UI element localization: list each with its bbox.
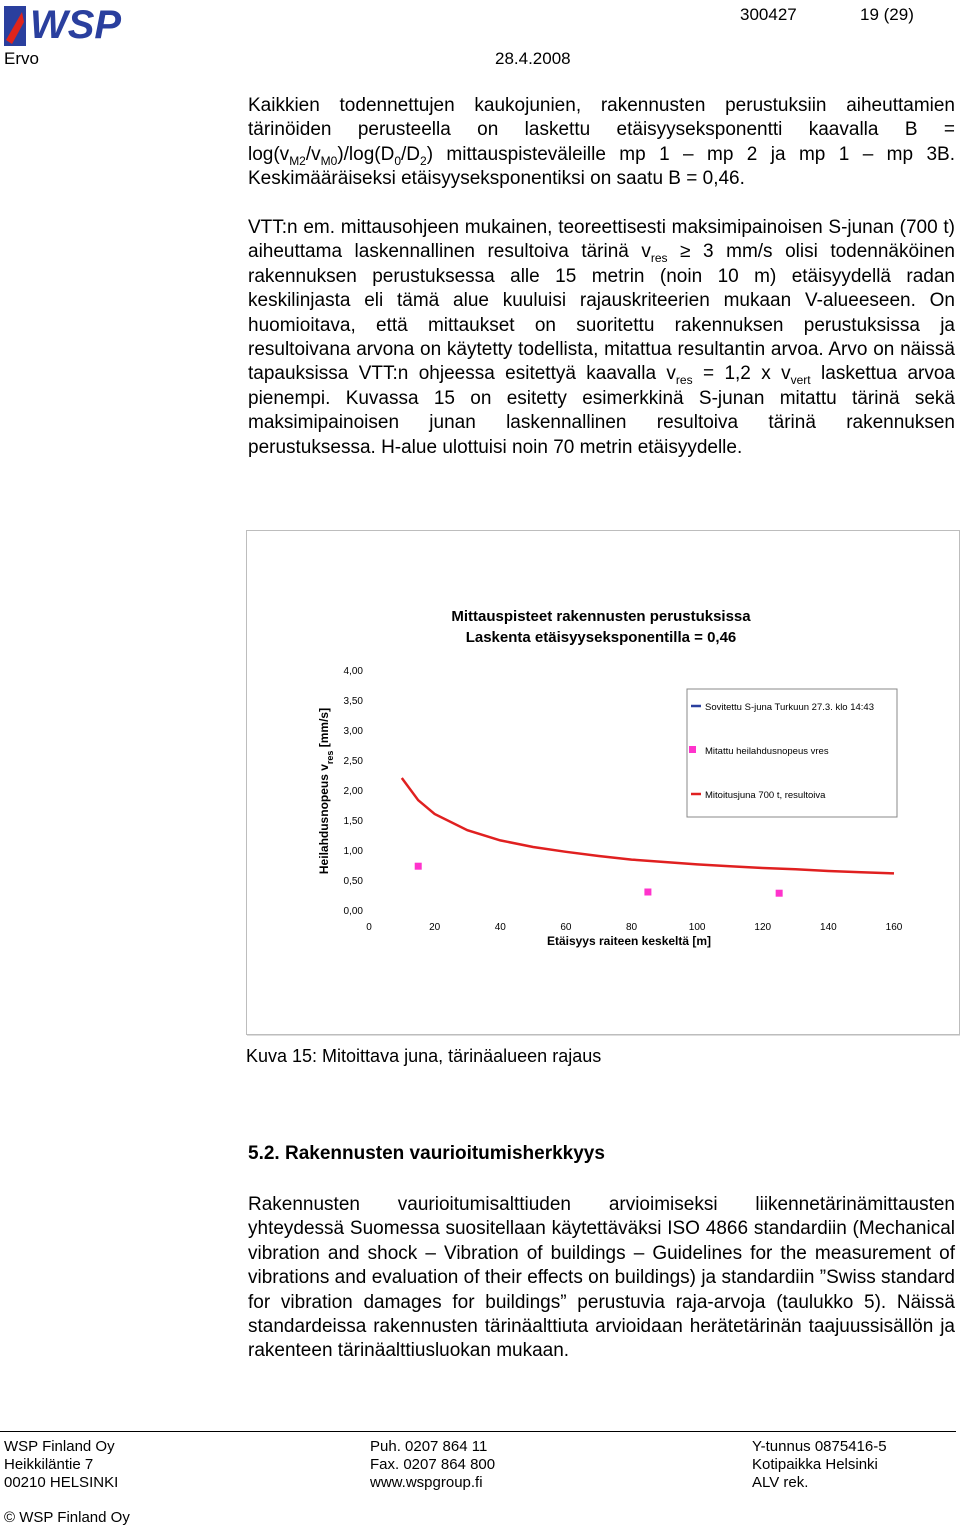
page-number: 19 (29) [860, 5, 914, 24]
x-axis-label: Etäisyys raiteen keskeltä [m] [547, 934, 711, 948]
legend-label: Mitattu heilahdusnopeus vres [705, 746, 829, 757]
text-run: ≥ 3 mm/s olisi todennäköinen rakennuksen… [248, 241, 955, 385]
footer-column: Y-tunnus 0875416-5 Kotipaikka Helsinki A… [752, 1438, 887, 1492]
footer-line: Kotipaikka Helsinki [752, 1456, 878, 1473]
x-tick-label: 40 [495, 922, 507, 933]
x-tick-label: 80 [626, 922, 638, 933]
y-tick-label: 1,00 [344, 846, 364, 857]
author: Ervo [4, 49, 39, 68]
x-tick-label: 120 [754, 922, 771, 933]
y-axis-label: Heilahdusnopeus vres [mm/s] [317, 708, 335, 874]
caption: Kuva 15: Mitoittava juna, tärinäalueen r… [246, 1046, 602, 1066]
subscript: res [325, 751, 335, 765]
x-tick-label: 100 [689, 922, 706, 933]
footer-line: ALV rek. [752, 1474, 809, 1491]
copyright: © WSP Finland Oy [4, 1509, 130, 1526]
subscript: res [650, 251, 668, 266]
y-tick-label: 4,00 [344, 666, 364, 677]
footer-line: WSP Finland Oy [4, 1438, 115, 1455]
doc-number: 300427 [740, 5, 797, 24]
y-tick-label: 3,50 [344, 696, 364, 707]
text-run: VTT:n em. mittausohjeen mukainen, teoree… [248, 217, 955, 263]
text-run: ) mittauspisteväleille mp 1 – mp 2 ja mp… [248, 143, 955, 190]
logo-stripe [6, 12, 24, 44]
text-run: = 1,2 x v [692, 363, 791, 385]
chart-title: Laskenta etäisyyseksponentilla = 0,46 [466, 629, 737, 646]
text-run: Rakennusten vaurioitumisalttiuden arvioi… [248, 1194, 955, 1362]
series-line [400, 777, 895, 875]
legend-label: Mitoitusjuna 700 t, resultoiva [705, 790, 826, 801]
x-tick-label: 160 [886, 922, 903, 933]
footer-line: Fax. 0207 864 800 [370, 1456, 496, 1473]
legend-marker [689, 746, 696, 753]
x-tick-label: 0 [366, 922, 372, 933]
paragraph: Rakennusten vaurioitumisalttiuden arvioi… [248, 1193, 955, 1364]
logo: WSP [4, 3, 121, 47]
footer-line: Puh. 0207 864 11 [370, 1438, 488, 1455]
logo-text: WSP [30, 3, 121, 47]
footer-rule [0, 1431, 956, 1432]
text-run: [mm/s] [317, 708, 331, 751]
data-point [644, 888, 652, 896]
legend-label: Sovitettu S-juna Turkuun 27.3. klo 14:43 [705, 702, 874, 713]
footer-column: WSP Finland Oy Heikkiläntie 7 00210 HELS… [4, 1438, 118, 1492]
text-run: )/log(D [337, 143, 395, 165]
footer-line: Y-tunnus 0875416-5 [752, 1438, 887, 1455]
x-tick-label: 60 [560, 922, 572, 933]
subscript: vert [790, 373, 811, 388]
footer-line: Heikkiläntie 7 [4, 1456, 94, 1473]
date: 28.4.2008 [495, 49, 571, 68]
text-run: laskettua arvoa pienempi. Kuvassa 15 on … [248, 363, 955, 458]
text-run: Kaikkien todennettujen kaukojunien, rake… [248, 95, 955, 165]
text-run: Heilahdusnopeus v [317, 764, 331, 874]
text-run: /v [305, 143, 321, 165]
y-tick-label: 1,50 [344, 816, 364, 827]
y-tick-label: 2,50 [344, 756, 364, 767]
x-tick-label: 140 [820, 922, 837, 933]
y-tick-label: 2,00 [344, 786, 364, 797]
x-tick-label: 20 [429, 922, 441, 933]
subscript: res [675, 373, 693, 388]
subscript: 2 [420, 153, 427, 168]
data-point [414, 862, 422, 870]
footer-column: Puh. 0207 864 11 Fax. 0207 864 800 www.w… [370, 1438, 495, 1492]
y-tick-label: 0,00 [344, 906, 364, 917]
subscript: M2 [289, 153, 306, 168]
chart: Mittauspisteet rakennusten perustuksissa… [246, 530, 960, 1035]
subscript: M0 [320, 153, 338, 168]
footer-line: 00210 HELSINKI [4, 1474, 119, 1491]
data-point [775, 889, 783, 897]
chart-title: Mittauspisteet rakennusten perustuksissa [451, 608, 751, 625]
subscript: 0 [394, 153, 402, 168]
section-heading: 5.2. Rakennusten vaurioitumisherkkyys [248, 1143, 605, 1164]
footer-line: www.wspgroup.fi [370, 1474, 483, 1491]
paragraph: VTT:n em. mittausohjeen mukainen, teoree… [248, 216, 955, 460]
y-tick-label: 3,00 [344, 726, 364, 737]
text-run: /D [401, 143, 421, 165]
legend-box [686, 688, 898, 818]
paragraph: Kaikkien todennettujen kaukojunien, rake… [248, 94, 955, 192]
y-tick-label: 0,50 [344, 876, 364, 887]
